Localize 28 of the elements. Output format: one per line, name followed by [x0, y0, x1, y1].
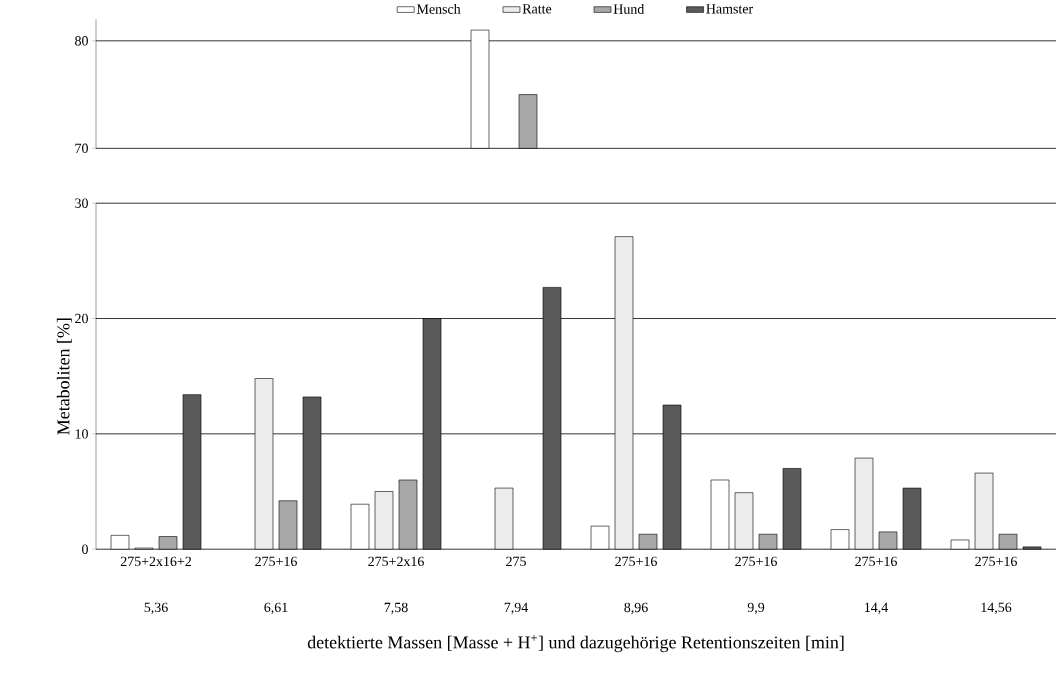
text: 14,56 [981, 602, 1012, 614]
text: 5,36 [144, 602, 168, 614]
legend-label: Hamster [706, 4, 754, 14]
y-tick-label: 20 [75, 313, 88, 324]
text: 7,94 [504, 602, 529, 614]
x-tick-label: 275+2x16+2 [120, 556, 191, 566]
x-tick-label: 275+16 [735, 556, 777, 566]
y-tick-label: 0 [82, 544, 88, 554]
text: 7,58 [384, 602, 408, 614]
legend-label: Ratte [522, 4, 552, 14]
y-tick-label: 30 [75, 198, 88, 208]
x-tick-label: 275+16 [855, 556, 897, 566]
text: 8,96 [624, 602, 648, 614]
legend-label: Hund [613, 3, 645, 14]
x-axis-title: detektierte Massen [Masse + H$^{+}$] und dazugehörige Retentionszeiten [min] [307, 634, 844, 652]
text: 14,4 [865, 602, 889, 614]
x-tick-label: 275+2x16 [368, 556, 424, 566]
x-tick-label: 275+16 [975, 556, 1017, 566]
y-tick-label: 70 [75, 143, 88, 153]
legend-label: Mensch [416, 3, 461, 14]
x-tick-label: 275+16 [615, 556, 657, 566]
x-tick-label: 275+16 [255, 556, 297, 566]
y-tick-label: 10 [75, 428, 88, 439]
y-tick-label: 80 [75, 35, 88, 46]
x-tick-label: 275 [506, 556, 526, 566]
y-axis-title: Metaboliten [%] [56, 318, 72, 435]
text: 6,61 [264, 602, 288, 614]
text: 9,9 [747, 602, 765, 614]
